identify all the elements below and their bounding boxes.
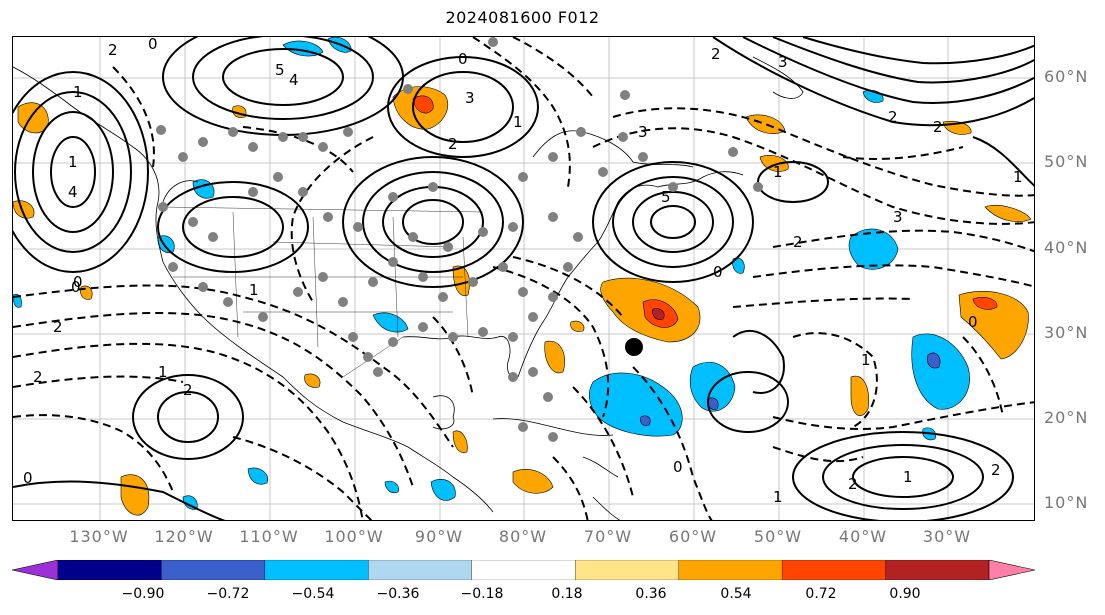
lon-label: 130°W [69, 527, 129, 546]
lat-label: 10°N [1044, 493, 1089, 512]
lon-label: 40°W [838, 527, 888, 546]
lon-label: 70°W [583, 527, 633, 546]
contour-label: 3 [465, 89, 475, 107]
contour-label: 0 [673, 458, 683, 476]
lon-label: 50°W [753, 527, 803, 546]
colorbar-tick: 0.36 [635, 586, 667, 602]
colorbar-tick: −0.54 [291, 586, 335, 602]
lat-label: 60°N [1044, 67, 1089, 86]
contour-label: 3 [638, 123, 648, 141]
contour-label: 0 [968, 313, 978, 331]
colorbar-segment [161, 560, 266, 580]
lat-label: 20°N [1044, 408, 1089, 427]
contour-label: 1 [773, 163, 783, 181]
contour-label: 1 [1013, 168, 1023, 186]
contour-label: 2 [711, 45, 721, 63]
contour-label: 1 [903, 468, 913, 486]
contour-label: 3 [778, 53, 788, 71]
colorbar-extend-max [988, 560, 1036, 580]
contour-label: 5 [275, 61, 285, 79]
contour-label: 2 [448, 135, 458, 153]
observation-stations [156, 37, 763, 442]
contour-label: 1 [158, 363, 168, 381]
colorbar-segment [471, 560, 576, 580]
contour-label: 2 [33, 368, 43, 386]
contour-label: 0 [148, 37, 158, 53]
colorbar [11, 560, 1036, 580]
contour-label: 2 [848, 475, 858, 493]
contour-label: 2 [183, 381, 193, 399]
contour-label: 0 [458, 50, 468, 68]
contour-label: 3 [893, 208, 903, 226]
contour-labels: 2 0 1 5 4 3 2 1 0 1 2 3 3 1 2 2 4 5 0 1 … [23, 37, 1023, 506]
shaded-positive-anomalies [13, 86, 1032, 516]
dashed-contours [13, 37, 1034, 520]
colorbar-extend-min [11, 560, 59, 580]
colorbar-tick: −0.90 [121, 586, 165, 602]
lat-label: 50°N [1044, 152, 1089, 171]
graticule [13, 37, 1034, 520]
contour-label: 0 [71, 278, 81, 296]
contour-label: 1 [68, 153, 78, 171]
contour-label: 1 [773, 488, 783, 506]
contour-label: 2 [991, 461, 1001, 479]
colorbar-segments [11, 560, 1036, 580]
contour-label: 1 [513, 113, 523, 131]
contour-label: 2 [108, 41, 118, 59]
colorbar-tick: 0.72 [805, 586, 837, 602]
coastlines [13, 56, 804, 520]
shaded-negative-anomalies [13, 37, 970, 510]
contour-label: 1 [861, 351, 871, 369]
colorbar-tick: −0.36 [376, 586, 420, 602]
colorbar-segment [264, 560, 369, 580]
contour-label: 2 [888, 108, 898, 126]
lon-label: 90°W [414, 527, 464, 546]
contour-label: 0 [23, 469, 33, 487]
map-title: 2024081600 F012 [445, 8, 600, 27]
contour-label: 1 [73, 83, 83, 101]
contour-label: 2 [793, 233, 803, 251]
target-marker [625, 338, 643, 356]
colorbar-segment [57, 560, 162, 580]
map-panel: 2 0 1 5 4 3 2 1 0 1 2 3 3 1 2 2 4 5 0 1 … [12, 36, 1035, 521]
contour-label: 4 [68, 183, 78, 201]
colorbar-tick: −0.72 [206, 586, 250, 602]
lon-label: 120°W [154, 527, 214, 546]
contour-label: 4 [289, 71, 299, 89]
contour-label: 5 [661, 188, 671, 206]
lon-label: 30°W [922, 527, 972, 546]
colorbar-tick: −0.18 [460, 586, 504, 602]
colorbar-tick: 0.90 [889, 586, 921, 602]
lat-label: 30°N [1044, 323, 1089, 342]
lon-label: 80°W [498, 527, 548, 546]
lat-label: 40°N [1044, 238, 1089, 257]
colorbar-segment [368, 560, 472, 580]
contour-label: 0 [713, 263, 723, 281]
colorbar-segment [781, 560, 886, 580]
colorbar-tick: 0.18 [551, 586, 583, 602]
lon-label: 60°W [668, 527, 718, 546]
lon-label: 100°W [324, 527, 384, 546]
lon-label: 110°W [239, 527, 299, 546]
colorbar-segment [575, 560, 679, 580]
contour-label: 2 [53, 318, 63, 336]
map-canvas: 2 0 1 5 4 3 2 1 0 1 2 3 3 1 2 2 4 5 0 1 … [13, 37, 1034, 520]
contour-label: 2 [933, 118, 943, 136]
colorbar-segment [678, 560, 783, 580]
contour-label: 1 [249, 281, 259, 299]
colorbar-segment [885, 560, 990, 580]
contour-label: 0 [73, 273, 83, 291]
colorbar-tick: 0.54 [720, 586, 752, 602]
